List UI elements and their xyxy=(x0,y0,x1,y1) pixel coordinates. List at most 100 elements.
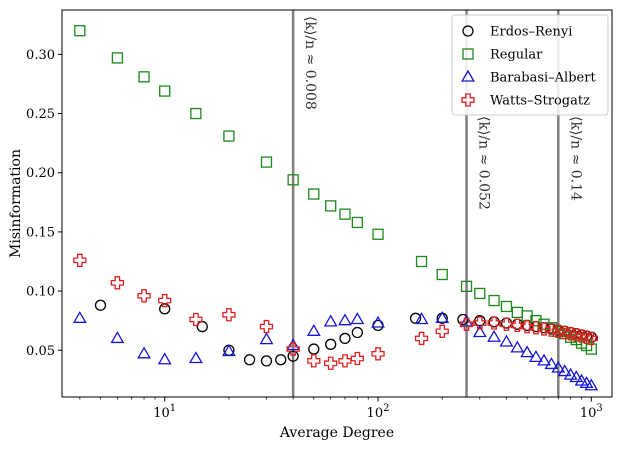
x-axis-label: Average Degree xyxy=(279,425,394,441)
data-point xyxy=(584,378,599,391)
x-tick-label: 101 xyxy=(153,403,176,421)
data-point xyxy=(94,299,107,311)
data-point xyxy=(474,287,486,300)
data-point xyxy=(529,321,543,335)
data-point xyxy=(339,332,351,345)
data-point xyxy=(338,313,352,326)
y-tick-label: 0.30 xyxy=(26,48,55,63)
data-point xyxy=(110,331,125,344)
data-point xyxy=(530,315,542,327)
data-point xyxy=(259,319,274,334)
series-4 xyxy=(73,253,598,370)
data-point xyxy=(307,354,321,368)
data-point xyxy=(188,351,203,364)
data-point xyxy=(286,338,301,351)
data-point xyxy=(510,340,525,353)
data-point xyxy=(415,255,428,268)
data-point xyxy=(544,323,559,337)
data-point xyxy=(499,317,514,331)
data-point xyxy=(110,276,125,290)
ticks-layer: 0.05 0.10 0.15 0.20 0.25 0.30 101 102 103 xyxy=(26,48,603,421)
data-point xyxy=(189,312,203,327)
data-point xyxy=(190,107,202,120)
data-point xyxy=(158,293,172,308)
data-point xyxy=(350,312,365,325)
y-tick-label: 0.05 xyxy=(26,344,55,359)
legend: Erdos–Renyi Regular Barabasi–Albert Watts–S… xyxy=(451,14,609,116)
data-point xyxy=(436,268,448,281)
data-point xyxy=(223,130,235,142)
data-point xyxy=(259,332,274,345)
data-point xyxy=(529,350,543,363)
data-point xyxy=(435,324,449,338)
data-point xyxy=(350,351,364,366)
data-point xyxy=(473,316,487,330)
data-point xyxy=(544,357,559,370)
data-point xyxy=(221,344,236,357)
data-point xyxy=(459,317,474,331)
data-point xyxy=(414,312,429,325)
annotations-layer: ⟨k⟩/n ≈ 0.008 ⟨k⟩/n ≈ 0.052 ⟨k⟩/n ≈ 0.14 xyxy=(302,16,583,210)
data-point xyxy=(563,367,578,380)
reference-line-label: ⟨k⟩/n ≈ 0.052 xyxy=(476,116,492,210)
reference-line-label: ⟨k⟩/n ≈ 0.008 xyxy=(302,16,318,110)
points-layer xyxy=(72,25,599,391)
data-point xyxy=(159,85,171,97)
data-point xyxy=(323,314,338,327)
data-point xyxy=(339,208,351,220)
legend-marker xyxy=(462,25,474,37)
data-point xyxy=(137,346,151,359)
legend-label: Watts–Strogatz xyxy=(490,94,590,109)
data-point xyxy=(414,331,429,346)
series-2 xyxy=(74,25,597,355)
data-point xyxy=(558,325,572,340)
data-point xyxy=(308,188,320,200)
data-point xyxy=(557,364,572,377)
data-point xyxy=(351,216,363,229)
legend-label: Regular xyxy=(490,48,543,63)
legend-marker xyxy=(461,69,475,82)
data-point xyxy=(472,325,487,338)
data-point xyxy=(564,327,578,341)
y-tick-label: 0.25 xyxy=(26,107,55,122)
data-point xyxy=(338,354,352,368)
data-point xyxy=(520,319,534,334)
data-point xyxy=(157,352,172,365)
data-point xyxy=(511,306,524,319)
data-point xyxy=(435,311,450,323)
data-point xyxy=(325,338,337,350)
data-point xyxy=(500,300,513,313)
data-point xyxy=(351,326,363,339)
data-point xyxy=(260,156,273,168)
x-tick-label: 102 xyxy=(367,403,390,421)
data-point xyxy=(286,342,300,356)
data-point xyxy=(499,334,514,347)
data-point xyxy=(324,356,338,370)
data-point xyxy=(569,370,584,383)
data-point xyxy=(487,329,502,342)
data-point xyxy=(137,289,151,303)
legend-marker xyxy=(461,93,475,107)
data-point xyxy=(260,355,273,367)
y-axis-label: Misinformation xyxy=(8,149,24,258)
data-point xyxy=(510,318,525,333)
data-point xyxy=(275,354,287,366)
data-point xyxy=(159,303,171,315)
data-point xyxy=(371,347,385,361)
reference-line-label: ⟨k⟩/n ≈ 0.14 xyxy=(567,116,583,201)
data-point xyxy=(372,228,384,240)
data-point xyxy=(552,325,564,337)
data-point xyxy=(196,320,208,333)
data-point xyxy=(73,253,87,267)
data-point xyxy=(551,324,565,338)
data-point xyxy=(487,316,501,330)
legend-label: Barabasi–Albert xyxy=(490,71,596,86)
data-point xyxy=(537,322,551,336)
data-point xyxy=(111,52,124,64)
y-tick-label: 0.15 xyxy=(26,225,55,240)
data-point xyxy=(325,200,337,212)
series-3 xyxy=(72,311,599,391)
data-point xyxy=(287,350,299,362)
data-point xyxy=(308,343,320,355)
